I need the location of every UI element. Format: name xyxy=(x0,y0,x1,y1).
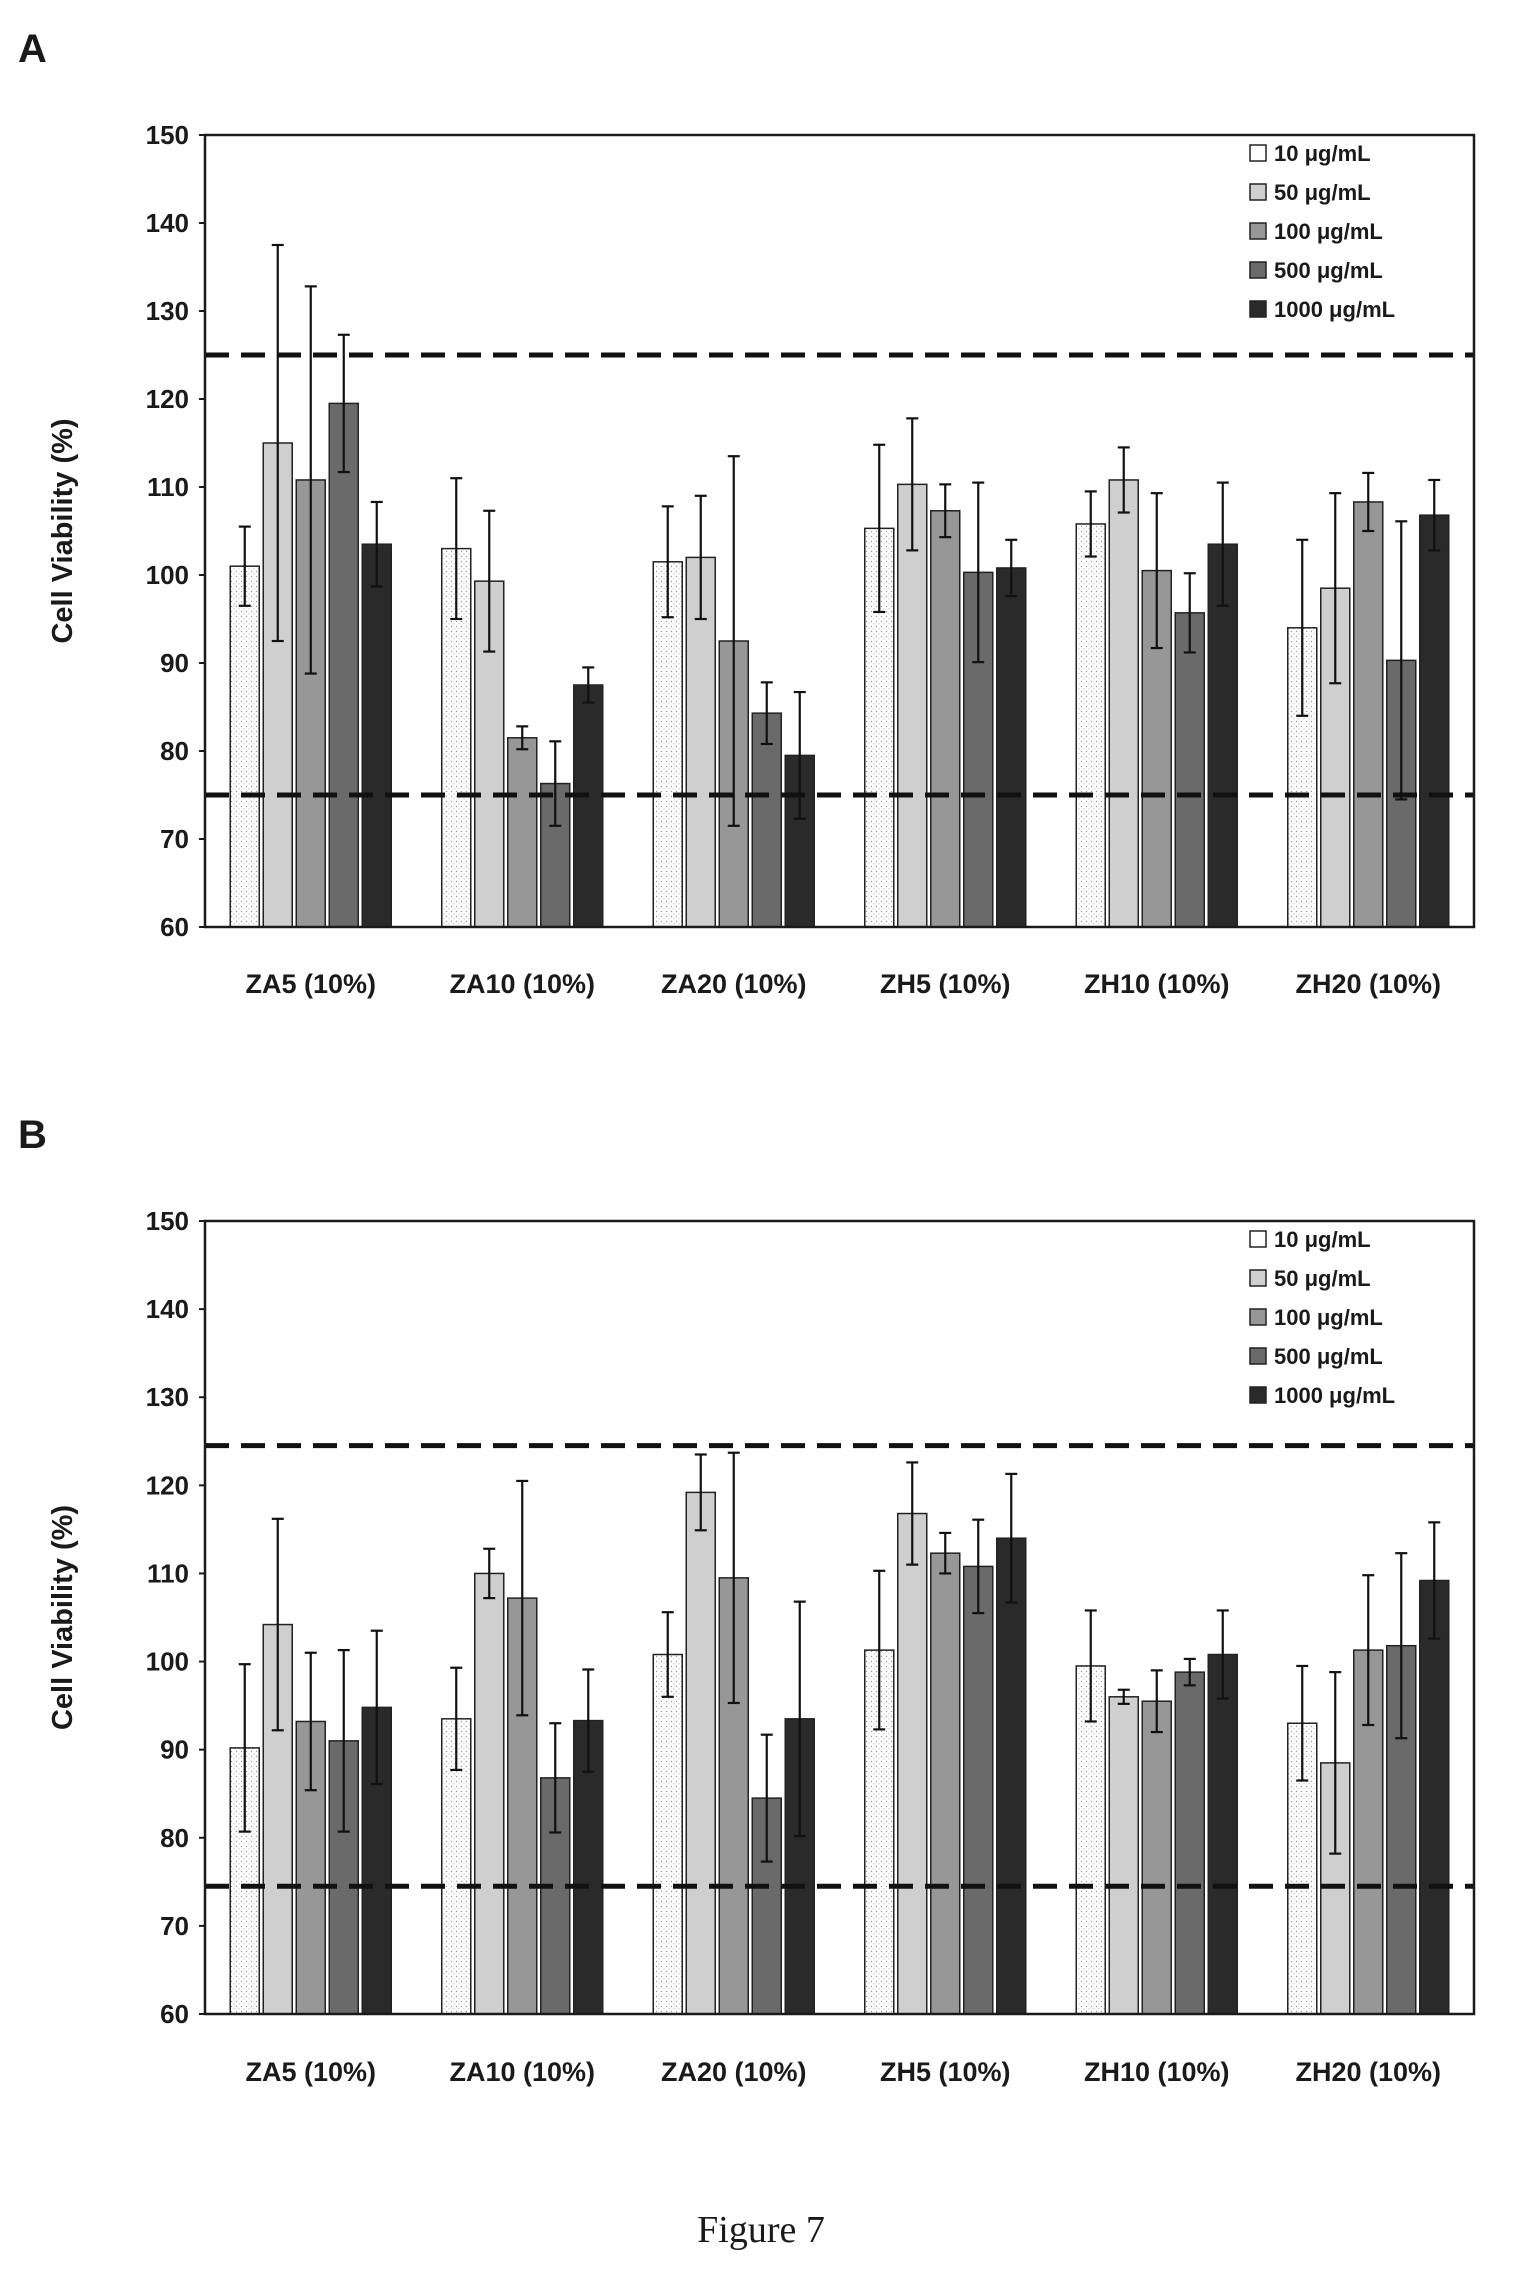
category-label: ZA20 (10%) xyxy=(661,969,807,999)
bar xyxy=(1419,514,1450,928)
category-label: ZH20 (10%) xyxy=(1295,2057,1441,2087)
y-tick-label: 60 xyxy=(160,1999,189,2029)
category-label: ZH5 (10%) xyxy=(880,969,1011,999)
y-tick-label: 100 xyxy=(146,560,189,590)
y-tick-label: 90 xyxy=(160,648,189,678)
bar xyxy=(1141,1700,1172,2015)
bar xyxy=(1353,501,1384,928)
bar xyxy=(573,684,604,928)
legend-label: 50 μg/mL xyxy=(1274,1266,1371,1291)
plot-frame xyxy=(203,1219,1476,2016)
y-tick-label: 140 xyxy=(146,208,189,238)
y-tick-label: 120 xyxy=(146,384,189,414)
y-tick-label: 110 xyxy=(147,472,189,502)
y-tick-label: 110 xyxy=(147,1558,189,1588)
legend-swatch xyxy=(1249,222,1267,240)
category-label: ZA10 (10%) xyxy=(449,2057,595,2087)
category-label: ZH20 (10%) xyxy=(1295,969,1441,999)
bar xyxy=(1174,612,1205,928)
bar xyxy=(361,543,392,928)
bar xyxy=(751,712,782,928)
category-label: ZH5 (10%) xyxy=(880,2057,1011,2087)
bar xyxy=(652,561,683,928)
y-tick-label: 140 xyxy=(146,1294,189,1324)
legend-label: 10 μg/mL xyxy=(1274,1227,1371,1252)
bar xyxy=(652,1653,683,2015)
y-tick-label: 80 xyxy=(160,1823,189,1853)
y-tick-label: 90 xyxy=(160,1735,189,1765)
bar xyxy=(996,1537,1027,2015)
y-tick-label: 130 xyxy=(146,1382,189,1412)
category-label: ZA10 (10%) xyxy=(449,969,595,999)
y-axis-label: Cell Viability (%) xyxy=(47,1505,79,1730)
plot-frame xyxy=(203,133,1476,929)
y-tick-label: 130 xyxy=(146,296,189,326)
bar xyxy=(930,510,961,928)
bar xyxy=(1108,479,1139,928)
bar xyxy=(963,1565,994,2015)
legend-label: 50 μg/mL xyxy=(1274,180,1371,205)
bar xyxy=(328,402,359,928)
bar xyxy=(1108,1696,1139,2015)
y-tick-label: 150 xyxy=(146,1206,189,1236)
legend-swatch xyxy=(1249,1269,1267,1287)
category-label: ZA20 (10%) xyxy=(661,2057,807,2087)
legend-label: 100 μg/mL xyxy=(1274,1305,1383,1330)
bar xyxy=(1207,1653,1238,2015)
bar xyxy=(1419,1579,1450,2015)
y-tick-label: 120 xyxy=(146,1470,189,1500)
bar xyxy=(897,483,928,928)
legend-swatch xyxy=(1249,1230,1267,1248)
legend-swatch xyxy=(1249,183,1267,201)
chart-panel-a: A Cell Viability (%) 60 70 80 90 100 110 120 130 1… xyxy=(18,27,1476,999)
y-tick-label: 60 xyxy=(160,912,189,942)
bar xyxy=(1075,523,1106,928)
bar xyxy=(262,442,293,928)
y-tick-label: 80 xyxy=(160,736,189,766)
chart-panel-b: B Cell Viability (%) 60 70 80 90 100 110 120 130 1… xyxy=(18,1113,1476,2087)
bar xyxy=(507,737,538,928)
y-tick-label: 70 xyxy=(160,1911,189,1941)
y-tick-label: 70 xyxy=(160,824,189,854)
bar xyxy=(229,565,260,928)
panel-label: B xyxy=(18,1113,47,1157)
legend-label: 1000 μg/mL xyxy=(1274,297,1395,322)
category-label: ZH10 (10%) xyxy=(1084,969,1230,999)
legend-swatch xyxy=(1249,1386,1267,1404)
bar xyxy=(1174,1671,1205,2015)
legend-swatch xyxy=(1249,144,1267,162)
y-tick-label: 150 xyxy=(146,120,189,150)
legend-label: 500 μg/mL xyxy=(1274,1344,1383,1369)
y-tick-label: 100 xyxy=(146,1647,189,1677)
category-label: ZA5 (10%) xyxy=(245,969,376,999)
legend-swatch xyxy=(1249,300,1267,318)
bar xyxy=(474,1572,505,2015)
bar xyxy=(930,1552,961,2015)
legend-label: 10 μg/mL xyxy=(1274,141,1371,166)
bar xyxy=(897,1512,928,2015)
figure-caption: Figure 7 xyxy=(697,2209,825,2251)
category-label: ZA5 (10%) xyxy=(245,2057,376,2087)
legend-swatch xyxy=(1249,1347,1267,1365)
legend-swatch xyxy=(1249,261,1267,279)
category-label: ZH10 (10%) xyxy=(1084,2057,1230,2087)
legend-label: 100 μg/mL xyxy=(1274,219,1383,244)
legend-label: 500 μg/mL xyxy=(1274,258,1383,283)
bar xyxy=(996,567,1027,928)
legend-label: 1000 μg/mL xyxy=(1274,1383,1395,1408)
bar xyxy=(685,1491,716,2015)
legend-swatch xyxy=(1249,1308,1267,1326)
y-axis-label: Cell Viability (%) xyxy=(47,418,79,643)
panel-label: A xyxy=(18,27,47,71)
